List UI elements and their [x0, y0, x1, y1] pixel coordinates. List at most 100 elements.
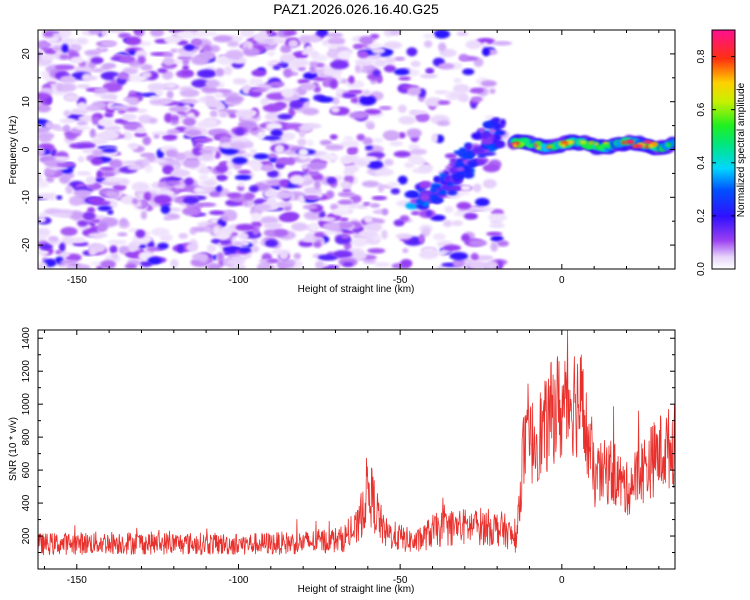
spectrogram-cell [238, 232, 249, 240]
spectrogram-cell [179, 50, 194, 57]
spectrogram-cell [332, 208, 351, 216]
spectrogram-cell [206, 31, 217, 37]
spectrogram-cell [212, 225, 221, 236]
spectrogram-cell [157, 68, 168, 74]
spectrogram-y-tick-label: -10 [21, 190, 32, 205]
spectrogram-cell [90, 219, 102, 224]
spectrogram-cell [237, 180, 245, 187]
spectrogram-cell [451, 172, 465, 180]
spectrogram-cell [125, 36, 142, 46]
spectrogram-cell [251, 212, 261, 222]
spectrogram-cell [468, 260, 487, 269]
spectrogram-cell [261, 135, 281, 141]
spectrogram-cell [226, 159, 235, 170]
spectrogram-cell [88, 30, 102, 35]
spectrogram-cell [99, 130, 120, 141]
spectrogram-cell [621, 140, 627, 145]
spectrogram-cell [198, 96, 207, 103]
spectrogram-cell [374, 262, 391, 267]
spectrogram-cell [291, 222, 308, 232]
spectrogram-cell [165, 82, 177, 89]
spectrogram-cell [267, 50, 276, 57]
colorbar: 0.0 0.2 0.4 0.6 0.8 Normalized spectral ampl… [696, 29, 747, 276]
spectrogram-cell [165, 149, 179, 158]
spectrogram-cell [140, 210, 148, 220]
spectrogram-cell [232, 78, 248, 85]
spectrogram-cell [454, 191, 471, 196]
spectrogram-cell [136, 127, 146, 134]
spectrogram-cell [431, 133, 439, 143]
spectrogram-cell [415, 112, 430, 123]
spectrogram-cell [119, 217, 128, 226]
spectrogram-cell [337, 50, 352, 60]
spectrogram-cell [298, 194, 306, 203]
spectrogram-cell [92, 149, 104, 158]
spectrogram-y-tick-label: 20 [21, 48, 32, 60]
spectrogram-cell [356, 133, 366, 141]
spectrogram-cell [370, 33, 380, 39]
spectrogram-cell [38, 192, 53, 200]
spectrogram-x-tick-label: -50 [393, 275, 408, 286]
spectrogram-cell [327, 36, 346, 46]
spectrogram-cell [98, 118, 115, 128]
spectrogram-cell [313, 240, 322, 248]
spectrogram-cell [239, 30, 255, 38]
spectrogram-cell [191, 79, 210, 88]
spectrogram-cell [424, 97, 444, 107]
spectrogram-cell [209, 191, 221, 197]
spectrogram-cell [117, 108, 127, 115]
spectrogram-cell [147, 257, 162, 265]
spectrogram-cell [423, 40, 433, 48]
spectrogram-cell [482, 47, 491, 57]
spectrogram-cell [182, 65, 190, 71]
spectrogram-cell [350, 96, 359, 104]
spectrogram-cell [166, 90, 174, 99]
spectrogram-cell [162, 133, 178, 141]
spectrogram-cell [104, 177, 122, 183]
spectrogram-cell [270, 129, 283, 137]
spectrogram-cell [393, 150, 411, 158]
spectrogram-cell [432, 233, 446, 241]
colorbar-ticks: 0.0 0.2 0.4 0.6 0.8 [696, 49, 735, 276]
spectrogram-cell [163, 216, 172, 221]
spectrogram-cell [451, 220, 464, 227]
spectrogram-cell [430, 187, 437, 193]
spectrogram-cell [272, 38, 286, 44]
spectrogram-cell [77, 101, 87, 111]
spectrogram-cell [224, 170, 233, 176]
spectrogram-cell [107, 209, 114, 215]
spectrogram-cell [223, 65, 233, 76]
spectrogram-cell [226, 95, 245, 103]
spectrogram-cell [366, 42, 383, 49]
spectrogram-cell [204, 179, 216, 186]
spectrogram-cell [92, 68, 105, 73]
snr-y-tick-label: 1400 [21, 327, 32, 350]
spectrogram-cell [209, 109, 219, 118]
spectrogram-cell [362, 137, 373, 146]
snr-x-tick-label: -100 [228, 575, 248, 586]
spectrogram-cell [261, 164, 275, 172]
spectrogram-cell [297, 66, 306, 72]
spectrogram-cell [96, 170, 103, 179]
spectrogram-cell [215, 185, 223, 193]
spectrogram-cell [442, 220, 453, 228]
spectrogram-cell [277, 113, 293, 120]
spectrogram-cell [264, 113, 278, 121]
spectrogram-cell [206, 262, 222, 269]
spectrogram-cell [358, 230, 379, 238]
spectrogram-cell [314, 231, 327, 237]
spectrogram-cell [405, 202, 420, 210]
spectrogram-cell [74, 264, 91, 269]
spectrogram-cell [142, 158, 150, 167]
spectrogram-cell [74, 66, 92, 74]
snr-y-tick-label: 600 [21, 461, 32, 478]
colorbar-tick-label: 0.4 [696, 155, 707, 169]
spectrogram-cell [382, 130, 400, 141]
spectrogram-cell [354, 64, 362, 74]
spectrogram-cell [496, 240, 509, 247]
spectrogram-cell [163, 51, 174, 58]
spectrogram-cell [297, 78, 310, 84]
spectrogram-cell [318, 210, 326, 219]
spectrogram-cell [176, 30, 197, 40]
